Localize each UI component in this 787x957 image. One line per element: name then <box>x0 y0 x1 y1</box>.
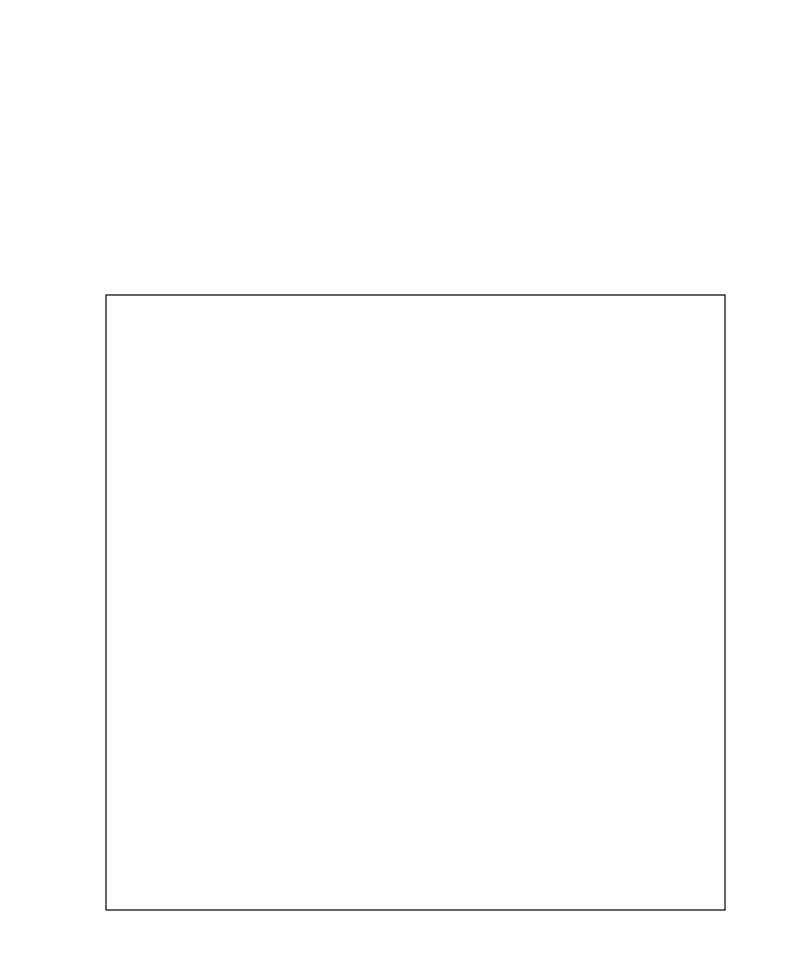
plot-frame <box>105 294 726 911</box>
